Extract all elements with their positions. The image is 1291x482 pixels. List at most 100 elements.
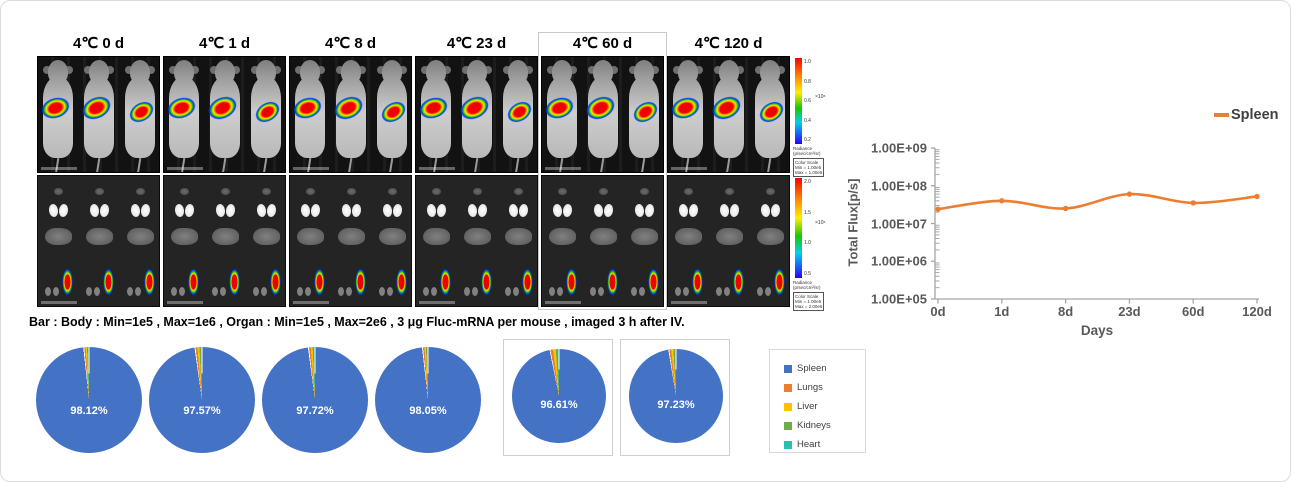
mouse-tail	[640, 157, 646, 172]
lungs-organ	[635, 204, 654, 217]
mouse-ear-icon	[317, 66, 325, 74]
kidneys-spleen-row	[290, 268, 411, 296]
legend-swatch	[784, 402, 792, 411]
mouse-image-panel	[667, 56, 790, 173]
panel-timestamp-strip	[545, 301, 581, 304]
lungs-organ	[553, 204, 572, 217]
mouse-ear-icon	[210, 66, 218, 74]
colorbar-unit-label: Radiance (p/sec/cm²/sr)	[793, 146, 821, 156]
legend-swatch	[784, 364, 792, 373]
chart-legend-spleen: Spleen	[1214, 107, 1279, 123]
liver-organ	[127, 228, 154, 245]
liver-organ	[212, 228, 239, 245]
y-tick-label: 1.00E+07	[870, 216, 927, 231]
timepoint-column: 4℃ 120 d	[667, 34, 790, 310]
kidneys-spleen-group	[715, 268, 744, 296]
lungs-organ	[175, 204, 194, 217]
timepoint-column: 4℃ 1 d	[163, 34, 286, 310]
heart-organ	[54, 188, 63, 195]
hearts-row	[668, 188, 789, 195]
y-tick-label: 1.00E+06	[870, 253, 927, 269]
mouse-ear-icon	[610, 66, 618, 74]
mouse	[668, 60, 706, 172]
legend-item: Lungs	[784, 378, 865, 397]
mouse-tail	[262, 157, 268, 172]
panel-timestamp-strip	[41, 301, 77, 304]
glowing-spleen-organ	[395, 268, 407, 296]
liver-organ	[253, 228, 280, 245]
kidneys-spleen-group	[674, 268, 703, 296]
heart-organ	[306, 188, 315, 195]
heart-organ	[725, 188, 734, 195]
mouse-ear-icon	[358, 66, 366, 74]
pie-percentage-label: 97.23%	[657, 399, 695, 412]
mouse	[374, 60, 411, 172]
hearts-row	[416, 188, 537, 195]
mouse-ear-icon	[336, 66, 344, 74]
pie-chart: 98.05%	[375, 347, 481, 453]
organ-image-panel	[415, 175, 538, 307]
mouse-ear-icon	[755, 66, 763, 74]
panel-timestamp-strip	[671, 167, 707, 170]
mouse	[416, 60, 454, 172]
kidneys-spleen-group	[756, 268, 785, 296]
livers-row	[290, 228, 411, 245]
glowing-spleen-organ	[228, 268, 240, 296]
kidneys-spleen-group	[296, 268, 325, 296]
mouse-ear-icon	[736, 66, 744, 74]
mouse	[752, 60, 789, 172]
kidneys-organ	[44, 286, 59, 296]
mouse-ear-icon	[714, 66, 722, 74]
panel-timestamp-strip	[41, 167, 77, 170]
glowing-spleen-organ	[732, 268, 744, 296]
colorbar-tick-label: 0.2	[804, 137, 811, 143]
x-tick-label: 1d	[994, 304, 1010, 319]
liver-organ	[171, 228, 198, 245]
mouse-tail	[306, 157, 312, 172]
colorbar-tick-label: 0.6	[804, 98, 811, 104]
pie-percentage-label: 97.57%	[183, 404, 221, 417]
lungs-organ	[216, 204, 235, 217]
kidneys-spleen-group	[589, 268, 618, 296]
kidneys-organ	[548, 286, 563, 296]
lungs-row	[416, 204, 537, 217]
kidneys-spleen-group	[548, 268, 577, 296]
liver-organ	[590, 228, 617, 245]
mouse-ear-icon	[232, 66, 240, 74]
legend-line-swatch	[1214, 113, 1229, 117]
heart-organ	[136, 188, 145, 195]
lungs-organ	[383, 204, 402, 217]
liver-organ	[464, 228, 491, 245]
liver-organ	[631, 228, 658, 245]
glowing-spleen-organ	[102, 268, 114, 296]
heart-organ	[221, 188, 230, 195]
mouse-ear-icon	[84, 66, 92, 74]
lungs-organ	[257, 204, 276, 217]
panel-timestamp-strip	[419, 301, 455, 304]
mouse	[77, 60, 117, 172]
mouse-ear-icon	[251, 66, 259, 74]
lungs-organ	[342, 204, 361, 217]
mouse	[581, 60, 621, 172]
colorbar-tick-label: 0.4	[804, 117, 811, 124]
mouse-ear-icon	[588, 66, 596, 74]
heart-organ	[262, 188, 271, 195]
kidneys-spleen-row	[38, 268, 159, 296]
mouse-ear-icon	[651, 66, 659, 74]
mouse-ear-icon	[569, 66, 577, 74]
x-tick-label: 0d	[930, 304, 946, 319]
mouse	[122, 60, 159, 172]
mouse-ear-icon	[777, 66, 785, 74]
colorbar-multiplier-label: ×10⁶	[815, 220, 826, 226]
legend-swatch	[784, 440, 792, 449]
glowing-spleen-organ	[565, 268, 577, 296]
rainbow-scale-bar	[795, 58, 802, 144]
livers-row	[164, 228, 285, 245]
kidneys-organ	[756, 286, 771, 296]
liver-organ	[45, 228, 72, 245]
pie-chart: 98.12%	[36, 347, 142, 453]
lungs-organ	[720, 204, 739, 217]
timepoint-column: 4℃ 60 d	[538, 32, 667, 310]
pie-chart: 97.23%	[629, 349, 723, 443]
